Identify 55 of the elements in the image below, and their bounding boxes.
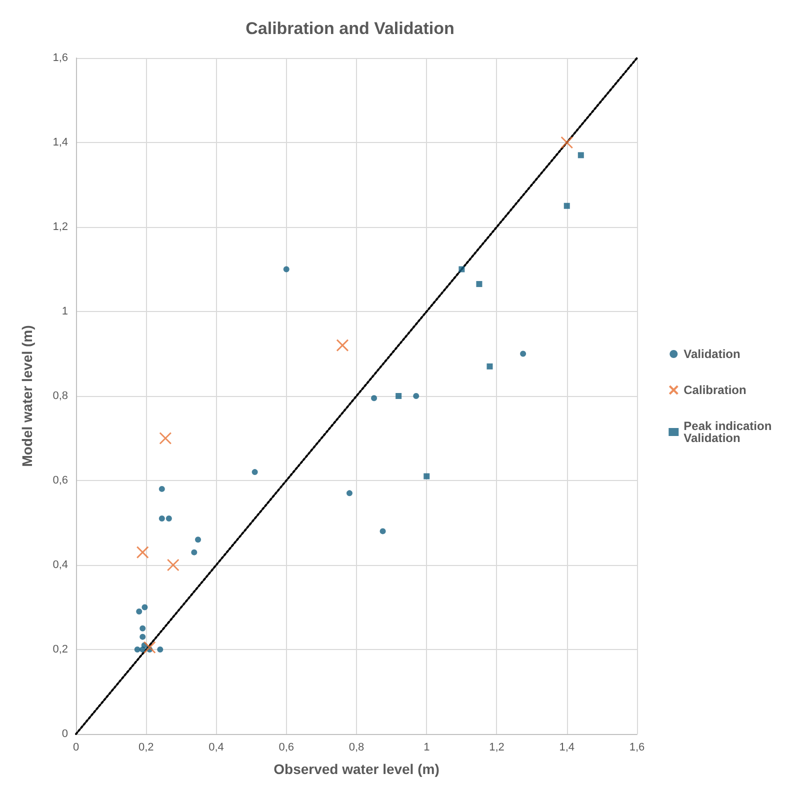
y-axis-title: Model water level (m)	[19, 325, 35, 467]
point	[564, 202, 570, 209]
point	[578, 152, 584, 158]
x-tick-label: 0,8	[348, 742, 364, 754]
point	[134, 646, 140, 652]
point	[143, 641, 156, 654]
point	[380, 528, 386, 534]
point	[486, 363, 493, 370]
point	[520, 350, 526, 357]
legend-label: Validation	[684, 347, 740, 361]
y-tick-label: 1	[62, 306, 68, 318]
x-tick-label: 0,4	[208, 742, 224, 754]
x-tick-label: 0,2	[138, 742, 154, 754]
x-axis-title: Observed water level (m)	[274, 761, 440, 777]
point	[424, 473, 430, 480]
point	[371, 395, 378, 402]
x-tick-label: 1	[424, 742, 430, 754]
y-tick-label: 0,6	[52, 474, 68, 486]
point	[476, 281, 482, 288]
legend-label: Peak indication Validation	[684, 419, 775, 445]
point	[560, 136, 574, 149]
x-tick-label: 1,2	[489, 742, 504, 754]
point	[136, 546, 149, 559]
y-tick-label: 0,4	[52, 559, 68, 571]
point	[157, 646, 164, 652]
point	[158, 516, 165, 522]
point	[413, 393, 420, 399]
x-tick-label: 0	[72, 742, 80, 754]
x-tick-label: 1,4	[559, 742, 575, 754]
point	[283, 266, 290, 272]
point	[252, 469, 258, 476]
point	[191, 549, 198, 556]
point	[136, 608, 142, 614]
legend-label: Calibration	[684, 383, 746, 397]
point	[336, 339, 349, 352]
point	[458, 266, 465, 272]
chart-title: Calibration and Validation	[246, 19, 454, 38]
point	[166, 558, 180, 572]
y-tick-label: 1,2	[52, 221, 68, 233]
y-tick-label: 0,2	[52, 644, 68, 656]
y-tick-label: 1,4	[52, 136, 68, 148]
point	[158, 486, 165, 492]
y-tick-label: 0,8	[52, 390, 68, 402]
point	[142, 604, 148, 610]
y-tick-label: 0	[62, 728, 68, 740]
y-tick-label: 1,6	[52, 52, 68, 64]
point	[159, 432, 172, 444]
x-tick-label: 0,6	[278, 742, 294, 754]
point	[396, 393, 402, 399]
point	[140, 634, 146, 640]
x-tick-label: 1,6	[629, 742, 645, 754]
point	[195, 536, 202, 543]
point	[166, 516, 172, 522]
point	[346, 490, 352, 496]
point	[140, 625, 146, 632]
